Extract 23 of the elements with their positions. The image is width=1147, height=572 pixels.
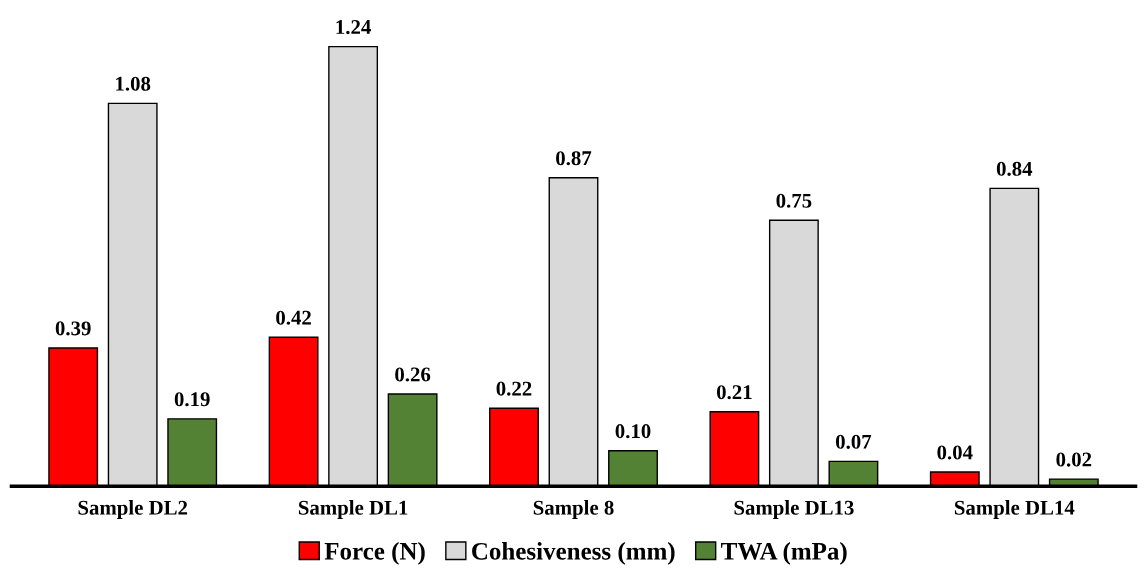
data-label: 0.04 bbox=[937, 445, 973, 460]
data-label: 1.24 bbox=[336, 20, 371, 35]
legend-label: TWA (mPa) bbox=[721, 542, 847, 565]
data-label: 0.19 bbox=[174, 392, 210, 407]
legend-label: Cohesiveness (mm) bbox=[472, 542, 675, 565]
data-label: 1.08 bbox=[116, 76, 151, 91]
data-label: 0.26 bbox=[395, 367, 431, 382]
data-label: 0.42 bbox=[276, 310, 311, 325]
data-label: 0.10 bbox=[615, 424, 651, 439]
legend-label: Force (N) bbox=[324, 542, 425, 565]
data-label: 0.02 bbox=[1056, 452, 1092, 467]
x-tick-label: Sample DL1 bbox=[298, 500, 408, 519]
data-label: 0.87 bbox=[556, 151, 592, 166]
data-label: 0.21 bbox=[716, 385, 752, 400]
data-label: 0.22 bbox=[496, 381, 532, 396]
data-label: 0.39 bbox=[55, 321, 91, 336]
x-tick-label: Sample DL14 bbox=[954, 500, 1075, 519]
x-tick-label: Sample DL13 bbox=[734, 500, 854, 519]
data-label: 0.84 bbox=[996, 161, 1033, 176]
x-tick-label: Sample DL2 bbox=[78, 500, 188, 519]
data-label: 0.75 bbox=[776, 193, 812, 208]
data-label: 0.07 bbox=[835, 434, 872, 449]
x-tick-label: Sample 8 bbox=[533, 500, 614, 519]
